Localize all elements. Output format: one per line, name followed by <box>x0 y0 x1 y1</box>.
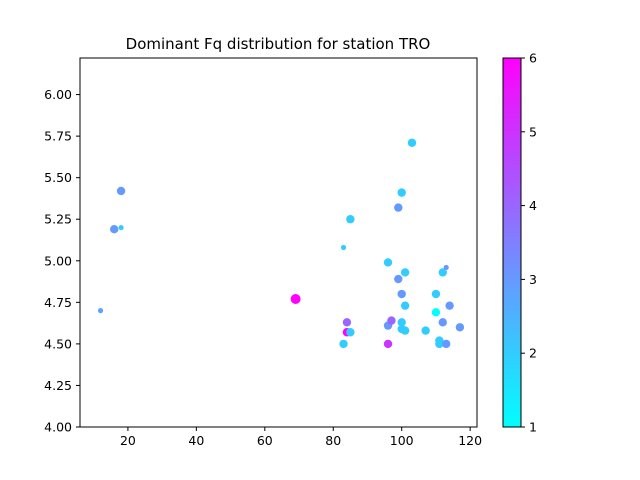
y-tick-label: 4.25 <box>44 378 72 393</box>
x-tick-label: 100 <box>390 433 414 448</box>
y-tick-label: 5.00 <box>44 253 72 268</box>
data-point <box>339 339 348 349</box>
data-point <box>431 308 441 317</box>
data-point <box>421 326 430 335</box>
x-axis: 20 40 60 80 100 120 <box>120 427 482 448</box>
data-point <box>340 244 347 251</box>
data-point <box>455 323 465 332</box>
y-tick-label: 4.75 <box>44 295 72 310</box>
data-point <box>397 318 406 327</box>
data-point <box>346 215 355 224</box>
data-point <box>394 203 403 212</box>
chart-title: Dominant Fq distribution for station TRO <box>126 35 431 53</box>
colorbar-tick-label: 5 <box>529 124 537 139</box>
colorbar-axis: 1 2 3 4 5 6 <box>521 51 537 435</box>
data-point <box>110 225 119 234</box>
data-point <box>441 339 451 349</box>
y-tick-label: 6.00 <box>44 87 72 102</box>
data-point <box>435 339 444 349</box>
data-point <box>342 318 352 327</box>
data-point <box>407 138 417 147</box>
colorbar-tick-label: 3 <box>529 272 537 287</box>
data-point <box>346 328 355 337</box>
y-tick-label: 5.75 <box>44 129 72 144</box>
data-point <box>443 264 449 271</box>
data-point <box>438 318 447 327</box>
y-axis: 4.00 4.25 4.50 4.75 5.00 5.25 5.50 5.75 6.00 <box>44 87 80 435</box>
x-tick-label: 120 <box>458 433 482 448</box>
colorbar-tick-label: 1 <box>529 420 537 435</box>
data-point <box>431 289 441 299</box>
colorbar-tick-label: 6 <box>529 51 537 66</box>
y-tick-label: 5.50 <box>44 170 72 185</box>
y-tick-label: 5.25 <box>44 212 72 227</box>
data-point <box>97 308 104 314</box>
colorbar-tick-label: 4 <box>529 198 537 213</box>
data-point <box>383 258 393 267</box>
data-point <box>394 274 403 284</box>
data-point <box>116 186 126 196</box>
points-layer <box>97 138 465 349</box>
plot-area-frame <box>79 57 478 428</box>
data-point <box>397 188 406 197</box>
data-point <box>118 224 124 231</box>
data-point <box>387 316 396 325</box>
y-tick-label: 4.50 <box>44 336 72 351</box>
data-point <box>400 301 410 310</box>
colorbar <box>502 57 522 428</box>
data-point <box>290 294 301 305</box>
data-point <box>445 301 454 310</box>
y-tick-label: 4.00 <box>44 420 72 435</box>
x-tick-label: 80 <box>325 433 341 448</box>
colorbar-tick-label: 2 <box>529 346 537 361</box>
x-tick-label: 60 <box>257 433 273 448</box>
data-point <box>383 339 393 349</box>
data-point <box>438 268 447 277</box>
x-tick-label: 20 <box>120 433 136 448</box>
data-point <box>400 326 410 335</box>
data-point <box>400 268 410 277</box>
x-tick-label: 40 <box>188 433 204 448</box>
data-point <box>397 289 406 299</box>
